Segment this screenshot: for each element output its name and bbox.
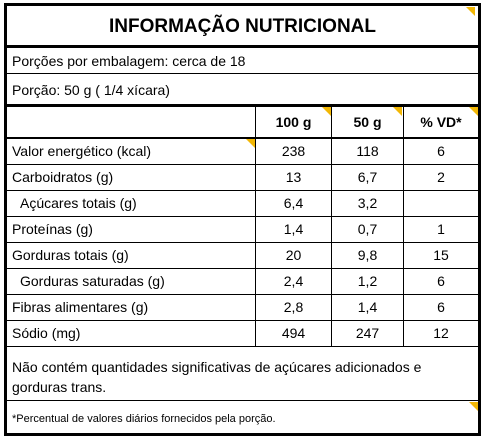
servings-per-package: Porções por embalagem: cerca de 18: [7, 48, 478, 74]
value-daily-percent: 12: [403, 321, 478, 346]
nutrient-name: Gorduras saturadas (g): [20, 273, 165, 289]
table-row: Fibras alimentares (g) 2,8 1,4 6: [7, 295, 478, 321]
nutrition-facts-label: INFORMAÇÃO NUTRICIONAL Porções por embal…: [4, 3, 481, 436]
value-per-50g: 1,2: [331, 269, 403, 294]
value-per-100g: 2,4: [255, 269, 331, 294]
value-per-100g: 20: [255, 243, 331, 268]
value-per-50g: 6,7: [331, 165, 403, 190]
value-daily-percent: 6: [403, 139, 478, 164]
header-per-50g: 50 g: [331, 107, 403, 137]
value-daily-percent: 2: [403, 165, 478, 190]
value-per-50g: 1,4: [331, 295, 403, 320]
corner-marker: [469, 402, 478, 411]
nutrient-name: Sódio (mg): [12, 325, 81, 341]
footnote: Não contém quantidades significativas de…: [7, 353, 478, 401]
label-title: INFORMAÇÃO NUTRICIONAL: [7, 6, 478, 48]
nutrient-name: Gorduras totais (g): [12, 247, 129, 263]
corner-marker: [466, 7, 475, 16]
table-row: Açúcares totais (g) 6,4 3,2: [7, 191, 478, 217]
nutrient-name: Valor energético (kcal): [12, 143, 152, 159]
nutrient-name: Proteínas (g): [12, 221, 93, 237]
value-daily-percent: 1: [403, 217, 478, 242]
value-daily-percent: 15: [403, 243, 478, 268]
table-row: Carboidratos (g) 13 6,7 2: [7, 165, 478, 191]
header-per-100g: 100 g: [255, 107, 331, 137]
table-row: Gorduras totais (g) 20 9,8 15: [7, 243, 478, 269]
value-per-50g: 118: [331, 139, 403, 164]
serving-size: Porção: 50 g ( 1/4 xícara): [7, 74, 478, 107]
nutrient-name: Fibras alimentares (g): [12, 299, 149, 315]
header-daily-value: % VD*: [403, 107, 478, 137]
value-daily-percent: 6: [403, 295, 478, 320]
table-header-row: 100 g 50 g % VD*: [7, 107, 478, 139]
header-nutrient: [7, 107, 255, 137]
value-per-50g: 247: [331, 321, 403, 346]
value-per-50g: 0,7: [331, 217, 403, 242]
value-per-100g: 1,4: [255, 217, 331, 242]
table-row: Valor energético (kcal) 238 118 6: [7, 139, 478, 165]
table-row: Proteínas (g) 1,4 0,7 1: [7, 217, 478, 243]
value-per-100g: 238: [255, 139, 331, 164]
nutrient-name: Carboidratos (g): [12, 169, 114, 185]
corner-marker: [393, 107, 402, 116]
percent-daily-note: *Percentual de valores diários fornecido…: [12, 413, 276, 425]
corner-marker: [246, 139, 255, 148]
value-per-100g: 13: [255, 165, 331, 190]
corner-marker: [469, 107, 478, 116]
value-daily-percent: [403, 191, 478, 216]
table-row: Gorduras saturadas (g) 2,4 1,2 6: [7, 269, 478, 295]
value-per-50g: 3,2: [331, 191, 403, 216]
corner-marker: [322, 107, 331, 116]
nutrient-name: Açúcares totais (g): [20, 195, 137, 211]
table-row: Sódio (mg) 494 247 12: [7, 321, 478, 347]
value-per-50g: 9,8: [331, 243, 403, 268]
value-per-100g: 2,8: [255, 295, 331, 320]
value-daily-percent: 6: [403, 269, 478, 294]
value-per-100g: 494: [255, 321, 331, 346]
value-per-100g: 6,4: [255, 191, 331, 216]
